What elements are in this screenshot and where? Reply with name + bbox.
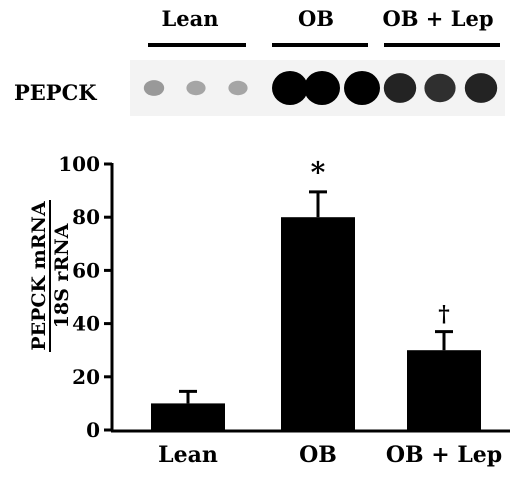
y-tick-label: 20 — [72, 365, 100, 389]
blot-band — [464, 73, 498, 103]
blot-band — [228, 80, 248, 96]
blot-bands — [130, 60, 505, 116]
blot-band — [344, 71, 380, 105]
bar — [281, 217, 355, 430]
y-tick-label: 40 — [72, 312, 100, 336]
blot-band — [186, 80, 206, 96]
blot-group-label: Lean — [161, 6, 218, 31]
y-tick-label: 80 — [72, 205, 100, 229]
bars: *† — [151, 156, 481, 430]
blot-band — [424, 73, 456, 103]
bar — [407, 350, 481, 430]
blot-groups: Lean OB OB + Lep — [148, 6, 500, 47]
significance-marker: † — [438, 302, 450, 328]
y-tick-label: 0 — [86, 418, 100, 442]
y-axis-label-denominator: 18S rRNA — [51, 223, 73, 328]
x-category-label: OB — [299, 442, 337, 468]
x-category-label: Lean — [158, 442, 218, 468]
blot-band — [383, 73, 417, 103]
x-category-label: OB + Lep — [386, 442, 502, 468]
y-ticks: 0 20 40 60 80 100 — [58, 152, 112, 442]
blot-row-label: PEPCK — [14, 80, 97, 105]
blot-band — [272, 71, 308, 105]
y-tick-label: 60 — [72, 258, 100, 282]
y-axis-label: PEPCK mRNA 18S rRNA — [28, 200, 73, 352]
significance-marker: * — [311, 156, 326, 189]
bar — [151, 403, 225, 430]
y-tick-label: 100 — [58, 152, 100, 176]
x-labels: Lean OB OB + Lep — [158, 442, 502, 468]
y-axis-label-numerator: PEPCK mRNA — [28, 201, 50, 351]
blot-band — [143, 80, 165, 96]
blot-panel: PEPCK Lean OB OB + Lep — [14, 6, 505, 116]
blot-group-label: OB — [298, 6, 334, 31]
blot-group-label: OB + Lep — [382, 6, 493, 31]
blot-band — [304, 71, 340, 105]
